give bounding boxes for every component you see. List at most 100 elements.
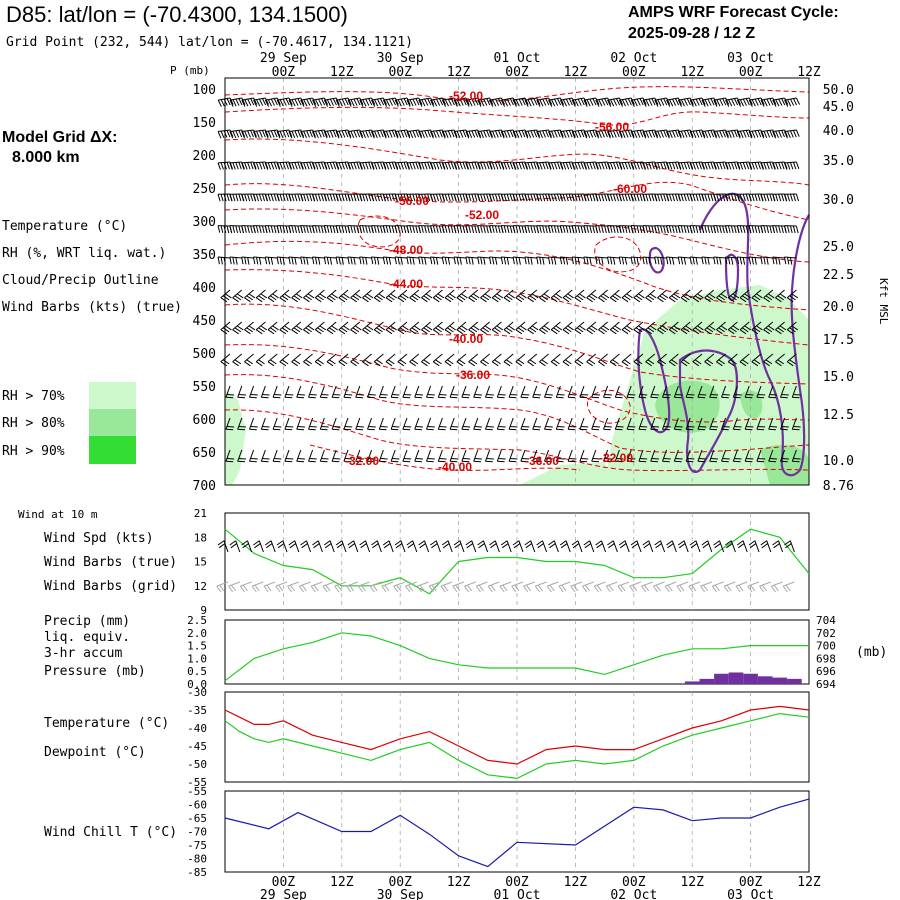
xs-barb [550,353,561,367]
xs-barb [491,353,502,367]
xs-barb [300,97,317,107]
top-date-label: 29 Sep [260,51,307,66]
panel-rtick: 704 [816,614,836,627]
xs-barb [512,256,526,265]
xs-barb [303,353,313,367]
xs-barb [756,417,766,431]
wind10-barb [571,540,583,553]
wind10-grid-barb [416,581,429,593]
gridpoint-info: Grid Point (232, 544) lat/lon = (-70.461… [6,35,413,50]
kft-tick: 17.5 [823,333,854,348]
pressure-tick: 150 [193,116,216,131]
xs-barb [461,385,471,399]
xs-barb [485,417,494,431]
xs-barb [409,289,421,303]
kft-tick: 40.0 [823,124,854,139]
xs-barb [347,97,364,107]
xs-barb [284,449,294,463]
xs-barb [657,289,669,303]
wind10-barb [760,540,772,553]
temperature-label: -52.00 [465,208,499,222]
xs-barb [772,97,789,107]
xs-barb [583,129,600,139]
wind10-barb [229,540,241,553]
panel-rtick: 702 [816,627,836,640]
xs-barb [225,385,235,399]
pressure-line [224,632,809,682]
wind10-barb [559,540,571,553]
xs-barb [673,417,683,431]
pressure-tick: 450 [193,314,216,329]
wind-chill-panel: -55-60-65-70-75-80-85 [187,785,810,879]
xs-barb [536,129,552,139]
xs-barb [609,353,620,367]
xs-barb [559,129,576,139]
wind10-grid-barb [228,581,240,593]
xs-barb [465,225,481,234]
panel-ytick: 0.0 [187,678,207,691]
pressure-tick: 650 [193,446,216,461]
xs-barb [571,161,587,170]
panel-ytick: 15 [194,556,207,569]
wind10-barb [382,540,394,553]
xs-barb [508,385,518,399]
temperature-label: -32.00 [345,454,379,468]
xs-barb [697,385,707,399]
xs-barb [406,193,422,202]
bottom-hour-label: 12Z [564,875,588,890]
panel-ytick: 1.5 [187,640,207,653]
xs-barb [414,449,424,463]
wind10-barb [288,540,300,553]
xs-barb [496,385,506,399]
xs-barb [437,449,447,463]
xs-barb [768,417,778,431]
xs-barb [402,449,412,463]
xs-barb [704,289,716,303]
xs-barb [662,449,671,463]
xs-barb [677,256,691,265]
xs-barb [232,321,244,335]
wind10-grid-barb [688,581,701,593]
wind10-grid-barb [711,581,724,593]
wind10-grid-barb [759,581,771,593]
xs-barb [272,449,282,463]
xs-barb [229,97,246,107]
wind10-barb [536,540,548,553]
xs-barb [562,353,573,367]
wind10-grid-barb [346,581,358,593]
xs-barb [291,321,303,335]
wind10-grid-barb [676,581,689,593]
kft-tick: 10.0 [823,454,854,469]
rh70-region-bottom [520,462,612,485]
xs-barb [276,97,293,107]
xs-barb [520,417,530,431]
xs-barb [527,289,539,303]
xs-barb [373,289,386,303]
wind10-barb [630,540,642,553]
xs-barb [508,417,518,431]
xs-barb [668,353,679,367]
wind10-panel: 21 18 15 12 9 [194,507,810,617]
wind10-grid-barb [310,581,323,593]
xs-barb [645,289,657,303]
xs-barb [748,97,765,107]
xs-barb [763,353,774,367]
wind10-barb [524,540,536,553]
xs-barb [284,417,294,431]
xs-barb [335,129,352,139]
xs-barb [633,321,645,335]
xs-barb [252,256,266,265]
precip-label: Precip (mm) [44,614,130,629]
xs-barb [489,97,506,107]
pressure-tick: 400 [193,281,216,296]
xs-barb [704,353,715,367]
xs-barb [326,321,338,335]
xs-barb [555,417,565,431]
panel-ytick: -75 [187,839,207,852]
xs-barb [338,289,350,303]
xs-barb [397,353,408,367]
xs-barb [394,97,411,107]
bottom-hour-label: 12Z [330,875,354,890]
xs-barb [716,289,728,303]
top-hour-label: 12Z [564,65,588,80]
